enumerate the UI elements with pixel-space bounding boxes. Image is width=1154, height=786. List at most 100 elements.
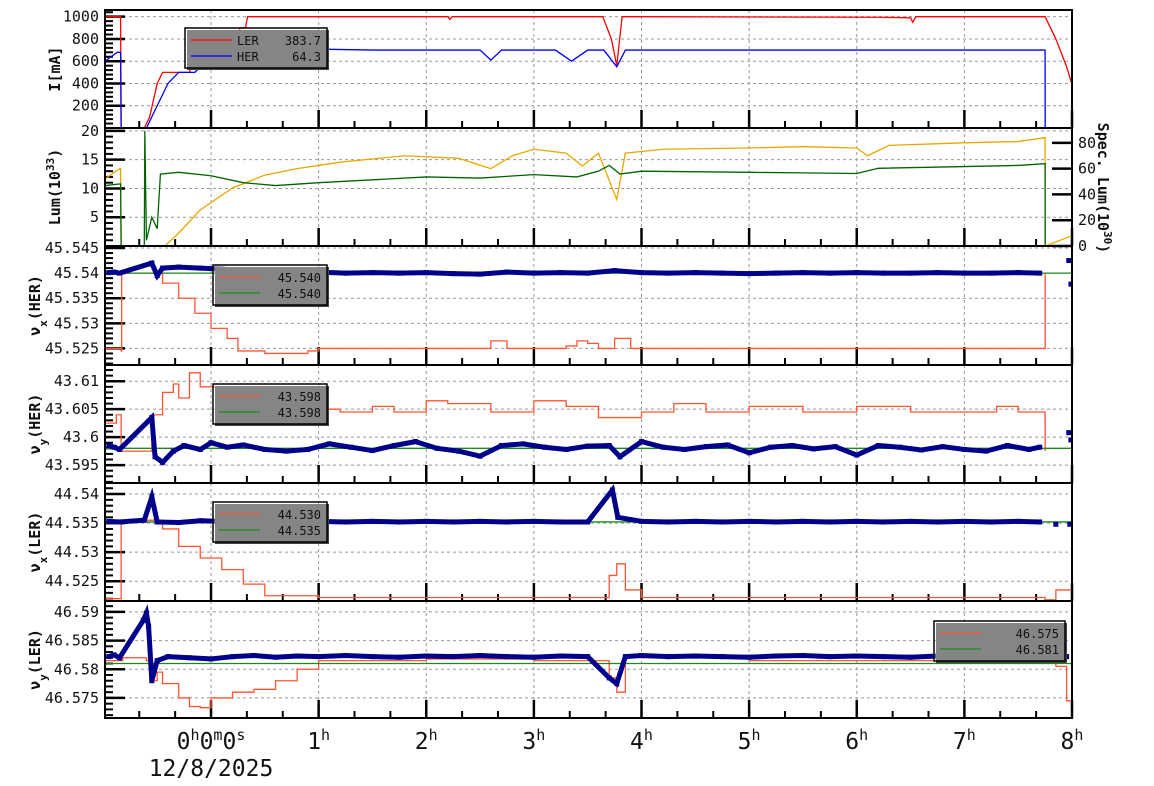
- y-axis-label: νy(LER): [26, 629, 50, 690]
- scatter-point: [719, 654, 725, 660]
- y-axis-label: νx(HER): [26, 275, 50, 336]
- label-part: s: [236, 726, 245, 744]
- y-tick-label: 46.575: [45, 689, 99, 707]
- scatter-point: [725, 442, 731, 448]
- scatter-point: [348, 444, 354, 450]
- scatter-point: [918, 447, 924, 453]
- y-tick-label: 44.54: [54, 485, 99, 503]
- label-part: h: [191, 726, 200, 744]
- scatter-point: [746, 271, 752, 277]
- scatter-point: [585, 519, 591, 525]
- y-tick-label: 46.585: [45, 632, 99, 650]
- y-tick-label: 20: [81, 122, 99, 140]
- scatter-point: [520, 441, 526, 447]
- label-part: h: [752, 726, 761, 744]
- y-tick-label: 45.545: [45, 239, 99, 257]
- label-part: h: [429, 726, 438, 744]
- series-line-0: [105, 136, 1072, 246]
- scatter-point: [639, 439, 645, 445]
- scatter-point: [154, 273, 160, 279]
- y-tick-label: 44.535: [45, 514, 99, 532]
- scatter-point: [609, 487, 615, 493]
- legend-value: 44.530: [278, 508, 321, 522]
- scatter-point: [106, 518, 112, 524]
- x-tick-label: 1h: [307, 726, 330, 755]
- scatter-point: [1037, 519, 1043, 525]
- legend-value: 45.540: [278, 271, 321, 285]
- scatter-point: [854, 270, 860, 276]
- scatter-point: [854, 653, 860, 659]
- panel-frame: [104, 127, 1073, 247]
- scatter-band: [108, 260, 1040, 281]
- label-part: h: [644, 726, 653, 744]
- scatter-point: [719, 519, 725, 525]
- scatter-point: [146, 623, 152, 629]
- scatter-point: [504, 269, 510, 275]
- scatter-point: [160, 265, 166, 271]
- legend-value: 43.598: [278, 406, 321, 420]
- scatter-point: [1015, 270, 1021, 276]
- scatter-point: [719, 270, 725, 276]
- scatter-point: [294, 653, 300, 659]
- label-part: (LER): [26, 629, 44, 674]
- scatter-point: [181, 443, 187, 449]
- label-part: 3: [522, 729, 536, 755]
- label-part: h: [967, 726, 976, 744]
- scatter-point: [154, 519, 160, 525]
- scatter-point: [665, 270, 671, 276]
- label-part: 0: [200, 729, 214, 755]
- label-part: ν: [26, 681, 44, 690]
- y2-tick-label: 80: [1078, 134, 1096, 152]
- label-part: y: [37, 674, 50, 681]
- scatter-point: [106, 654, 112, 660]
- scatter-point: [908, 654, 914, 660]
- scatter-point: [827, 270, 833, 276]
- scatter-point: [504, 654, 510, 660]
- scatter-point: [504, 519, 510, 525]
- scatter-point: [746, 518, 752, 524]
- scatter-point: [140, 618, 146, 623]
- legend-shadow: [215, 386, 329, 426]
- scatter-point: [111, 269, 117, 275]
- scatter-point: [117, 655, 123, 661]
- legend-box: [184, 27, 328, 69]
- label-part: 8: [1061, 729, 1075, 755]
- scatter-point: [391, 443, 397, 449]
- scatter-point: [983, 448, 989, 454]
- scatter-point: [111, 444, 117, 450]
- scatter-point: [143, 610, 149, 616]
- x-tick-label: 8h: [1061, 726, 1084, 755]
- scatter-point: [531, 654, 537, 660]
- scatter-point: [934, 519, 940, 525]
- y-tick-label: 800: [72, 30, 99, 48]
- x-date-label: 12/8/2025: [149, 756, 274, 782]
- legend-label: LER: [237, 34, 259, 48]
- scatter-point: [639, 518, 645, 524]
- scatter-point: [854, 518, 860, 524]
- scatter-point: [186, 655, 192, 661]
- x-tick-label: 3h: [522, 726, 545, 755]
- scatter-point: [1053, 521, 1059, 527]
- scatter-point: [585, 270, 591, 276]
- scatter-point: [531, 518, 537, 524]
- label-part: 30: [1102, 231, 1115, 244]
- label-part: 0: [177, 729, 191, 755]
- scatter-point: [423, 653, 429, 659]
- scatter-band: [108, 484, 1040, 526]
- scatter-point: [692, 270, 698, 276]
- scatter-point: [827, 519, 833, 525]
- scatter-point: [881, 270, 887, 276]
- scatter-point: [230, 654, 236, 660]
- panel-frame: [104, 600, 1073, 719]
- y2-tick-label: 40: [1078, 185, 1096, 203]
- label-part: x: [37, 320, 50, 327]
- label-part: (HER): [26, 275, 44, 320]
- scatter-point: [305, 446, 311, 452]
- label-part: 7: [953, 729, 967, 755]
- scatter-point: [622, 654, 628, 660]
- scatter-point: [988, 270, 994, 276]
- label-part: ν: [26, 563, 44, 572]
- scatter-point: [117, 446, 123, 452]
- scatter-point: [773, 270, 779, 276]
